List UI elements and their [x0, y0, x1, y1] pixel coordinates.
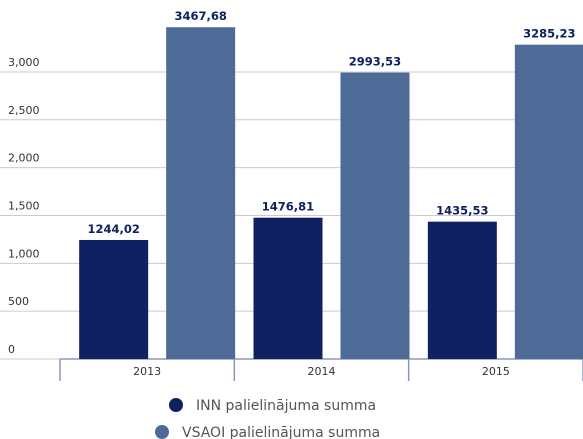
x-tick-label: 2014 — [308, 365, 336, 378]
bar — [79, 239, 149, 359]
value-label: 3467,68 — [174, 9, 226, 23]
value-label: 1244,02 — [87, 222, 139, 236]
y-tick-label: 2,500 — [8, 104, 40, 117]
y-tick-label: 2,000 — [8, 152, 40, 165]
legend-label: INN palielinājuma summa — [196, 398, 376, 414]
x-tick-label: 2015 — [482, 365, 510, 378]
legend-marker — [155, 425, 169, 439]
y-tick-label: 1,000 — [8, 247, 40, 260]
value-label: 3285,23 — [523, 27, 575, 41]
y-tick-label: 1,500 — [8, 199, 40, 212]
bar — [514, 44, 583, 359]
x-tick-label: 2013 — [133, 365, 161, 378]
value-label: 1476,81 — [262, 200, 314, 214]
bar — [340, 72, 410, 360]
bar — [253, 217, 323, 359]
value-label: 1435,53 — [436, 204, 488, 218]
legend-label: VSAOI palielinājuma summa — [182, 425, 380, 439]
y-tick-label: 0 — [8, 343, 15, 356]
y-tick-label: 500 — [8, 295, 29, 308]
value-label: 2993,53 — [349, 55, 401, 69]
bar — [427, 221, 497, 359]
y-tick-label: 3,000 — [8, 56, 40, 69]
bar — [166, 27, 236, 359]
legend-marker — [169, 398, 183, 412]
